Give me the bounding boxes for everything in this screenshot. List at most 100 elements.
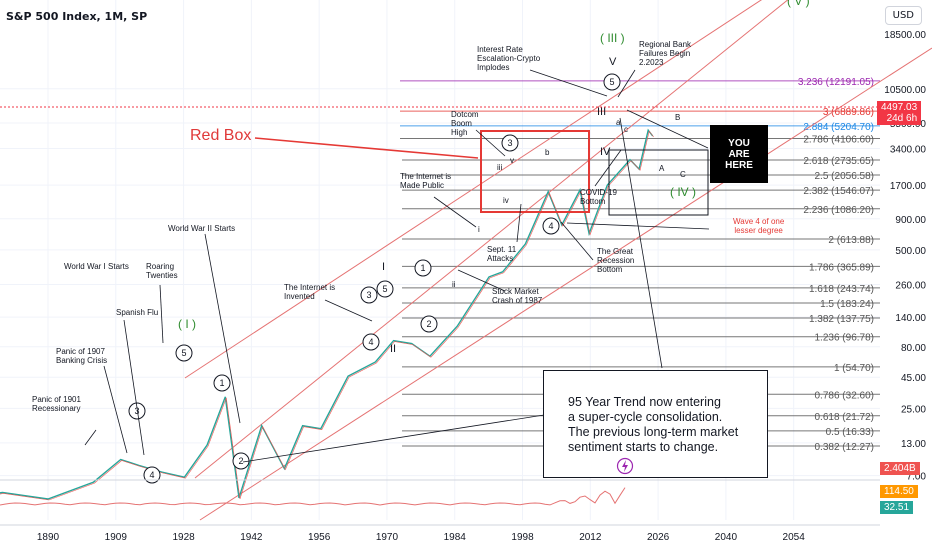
red-box [480,130,590,213]
fib-label: 1.5 (183.24) [820,299,874,310]
channel-lower [199,47,932,521]
y-axis-tick-label: 500.00 [895,246,926,257]
covid-note: COVID-19 Bottom [580,188,617,206]
trend-note-box: 95 Year Trend now entering a super-cycle… [543,370,768,478]
dotcom-note: Dotcom Boom High [451,110,479,137]
wave-circle [360,286,378,304]
pointer-line [204,233,241,424]
y-axis-tick-label: 900.00 [895,215,926,226]
fib-label: 1.236 (96.78) [815,333,875,344]
internet-public-note: The Internet is Made Public [400,172,452,190]
wave-circle-label: 2 [238,456,243,466]
trend-line-3: The previous long-term market [568,425,739,439]
y-axis-tick-label: 260.00 [895,280,926,291]
wave-circle [362,333,380,351]
sept11-note: Sept. 11 Attacks [487,245,517,263]
wave-circle-label: 5 [609,77,614,87]
y-axis-tick-label: 7.00 [907,472,927,483]
red-box-label: Red Box [190,127,252,144]
are-text: ARE [728,148,750,160]
fib-label: 0.5 (16.33) [826,427,874,438]
fib-label: 2.884 (5204.70) [803,122,874,133]
pointer-line [324,299,373,322]
fib-label: 1.786 (365.89) [809,262,874,273]
x-axis-tick-label: 2040 [715,532,738,543]
y-axis-tick-label-top: 18500.00 [884,30,926,41]
label-v: v [510,156,514,165]
x-axis-tick-label: 1970 [376,532,399,543]
you-text: YOU [728,137,750,149]
pointer-line [159,284,164,344]
wave-circle-label: 5 [181,348,186,358]
wave-circle [175,344,193,362]
wave-circle [143,466,161,484]
trend-line-1: 95 Year Trend now entering [568,395,721,409]
trend-line-2: a super-cycle consolidation. [568,410,723,424]
indicator-value-orange: 114.50 [880,485,918,498]
panic-1901-note: Panic of 1901 Recessionary [32,395,81,413]
you-are-here-box: YOU ARE HERE [710,125,768,183]
fib-label: 2.618 (2735.65) [803,156,874,167]
label-C: C [680,170,686,179]
wave-circle-label: 2 [426,319,431,329]
label-i: i [478,225,480,234]
x-axis-tick-label: 1928 [172,532,195,543]
wave-circle [414,259,432,277]
great-recession-note: The Great Recession Bottom [597,247,635,274]
pointer-line [619,117,663,369]
y-axis-tick-label: 80.00 [901,343,926,354]
label-iv: iv [503,196,509,205]
label-b: b [545,148,550,157]
regional-bank-note: Regional Bank Failures Begin 2.2023 [639,40,692,67]
wave-circle [128,402,146,420]
pointer-line [475,129,506,157]
wave4-note: Wave 4 of one lesser degree [733,217,785,235]
wave-circle-label: 4 [149,470,154,480]
wave-green-4: ( IV ) [670,185,696,199]
wave-roman-IV: IV [600,146,611,158]
x-axis-tick-label: 1956 [308,532,331,543]
wave-circle-label: 4 [368,337,373,347]
fib-label: 1.618 (243.74) [809,284,874,295]
label-c: c [624,125,628,134]
currency-button[interactable]: USD [884,6,922,25]
pointer-line [566,222,710,230]
wave-roman-I: I [382,261,386,273]
fib-label: 2.382 (1546.07) [803,186,874,197]
fib-label: 3 (6889.86) [823,107,874,118]
here-text: HERE [725,159,753,171]
label-B: B [675,113,681,122]
pointer-line [626,109,709,149]
fib-label: 0.618 (21.72) [815,412,875,423]
wave-circle [542,217,560,235]
indicator-value-teal: 32.51 [880,501,914,514]
chart-title: S&P 500 Index, 1M, SP [6,10,148,23]
pointer-line [516,203,522,243]
pointer-line [457,269,506,292]
label-iii: iii [497,163,503,172]
channel-upper-2 [184,0,763,379]
internet-invented-note: The Internet is Invented [284,283,336,301]
spanish-flu-note: Spanish Flu [116,308,159,317]
fib-label: 2.236 (1086.20) [803,205,874,216]
fib-label: 2.5 (2056.58) [815,171,875,182]
channel-upper [194,0,789,479]
pointer-line [617,69,636,98]
fib-label: 1 (54.70) [834,363,874,374]
wave-circle-label: 3 [134,406,139,416]
wave-green-5: ( V ) [787,0,810,8]
pointer-line [433,196,477,228]
x-axis-tick-label: 1890 [37,532,60,543]
y-axis-tick-label: 13.00 [901,439,926,450]
indicator-value-volume: 2.404B [880,462,920,475]
label-ii: ii [452,280,456,289]
y-axis-tick-label: 10500.00 [884,85,926,96]
wave-roman-III: III [597,106,607,118]
wave-circle [603,73,621,91]
wave-green-3: ( III ) [600,31,625,45]
crash87-note: Stock Market Crash of 1987 [492,287,543,305]
ww2-note: World War II Starts [168,224,236,233]
pointer-line [84,429,97,446]
